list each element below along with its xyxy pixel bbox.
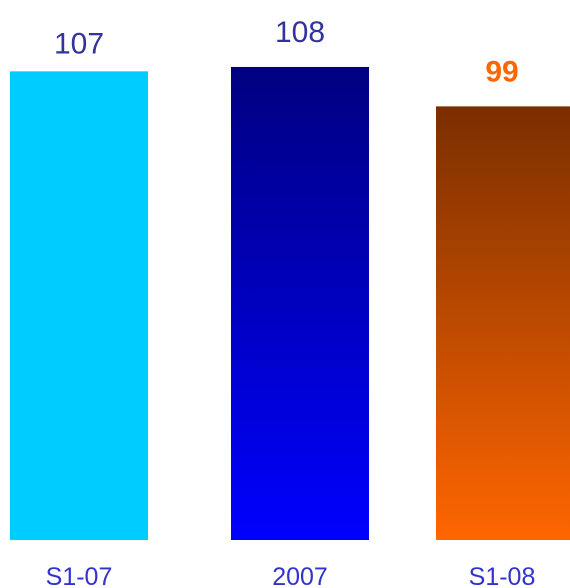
value-label-s1-08: 99 <box>485 55 518 88</box>
category-label-2007: 2007 <box>272 563 328 588</box>
category-label-s1-07: S1-07 <box>46 563 113 588</box>
bar-s1-08 <box>436 106 570 540</box>
value-label-s1-07: 107 <box>54 27 104 60</box>
value-label-2007: 108 <box>275 16 325 49</box>
bar-2007 <box>231 66 369 541</box>
bar-s1-07 <box>10 71 148 540</box>
category-label-s1-08: S1-08 <box>469 563 536 588</box>
